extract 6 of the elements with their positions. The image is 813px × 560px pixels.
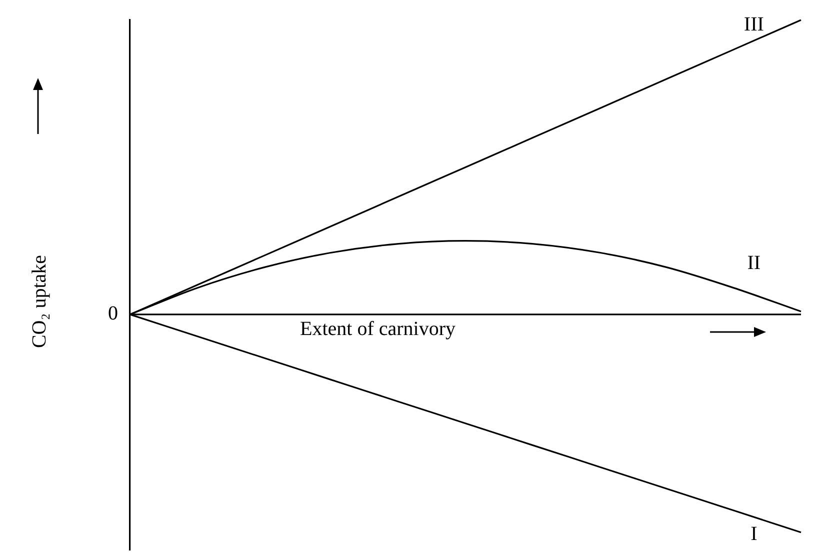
series-label: I bbox=[750, 522, 758, 545]
ref-line-label: 0 bbox=[108, 302, 118, 325]
series-label: III bbox=[744, 14, 764, 36]
y-axis-title: CO₂ uptake bbox=[28, 254, 52, 350]
x-axis-title: Extent of carnivory bbox=[300, 318, 456, 341]
series-label: II bbox=[747, 252, 761, 274]
